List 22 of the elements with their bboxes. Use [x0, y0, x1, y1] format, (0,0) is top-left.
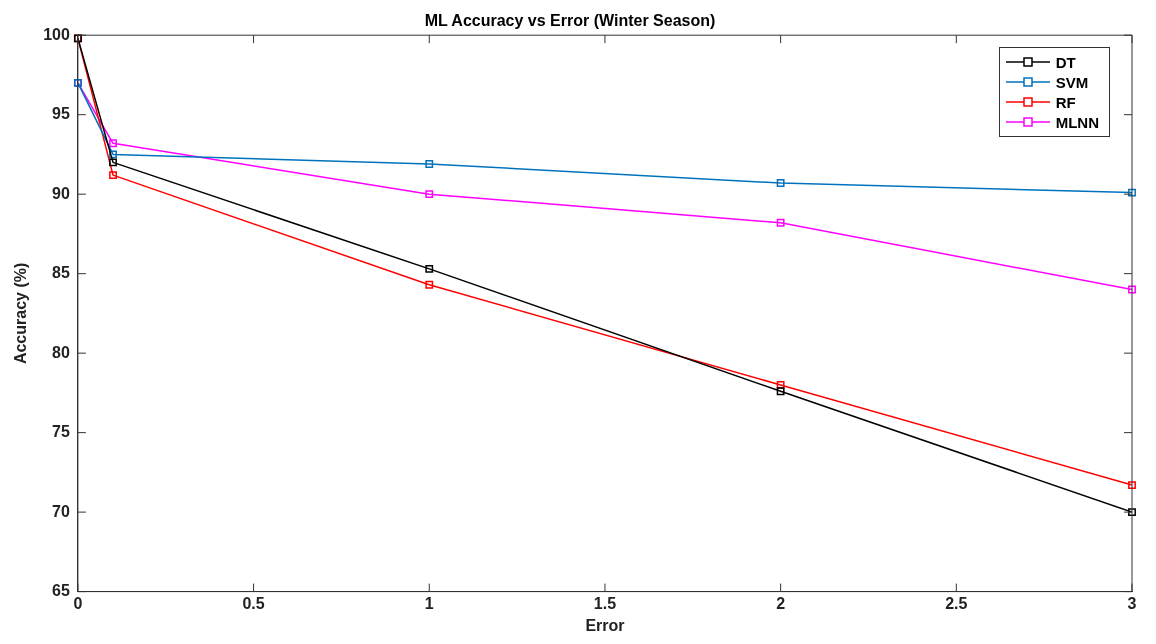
y-tick-label: 65: [52, 582, 70, 600]
chart-title: ML Accuracy vs Error (Winter Season): [424, 12, 716, 30]
y-tick-label: 70: [52, 502, 70, 520]
x-tick-label: 1.5: [593, 594, 617, 612]
x-tick-label: 0: [73, 594, 83, 612]
legend-label: MLNN: [1055, 113, 1099, 131]
y-tick-label: 100: [43, 25, 70, 43]
x-tick-label: 1: [424, 594, 434, 612]
y-tick-label: 95: [52, 105, 70, 123]
x-tick-label: 0.5: [242, 594, 265, 612]
x-tick-label: 2: [776, 594, 786, 612]
legend-label: RF: [1055, 93, 1076, 111]
y-tick-label: 80: [52, 343, 70, 361]
y-tick-label: 75: [52, 423, 70, 441]
x-axis-title: Error: [585, 616, 625, 634]
y-axis-title: Accuracy (%): [12, 262, 30, 365]
x-tick-label: 3: [1127, 594, 1137, 612]
y-tick-label: 85: [52, 264, 70, 282]
x-tick-label: 2.5: [945, 594, 968, 612]
legend-label: DT: [1055, 53, 1076, 71]
legend-label: SVM: [1055, 73, 1089, 91]
y-tick-label: 90: [52, 184, 70, 202]
